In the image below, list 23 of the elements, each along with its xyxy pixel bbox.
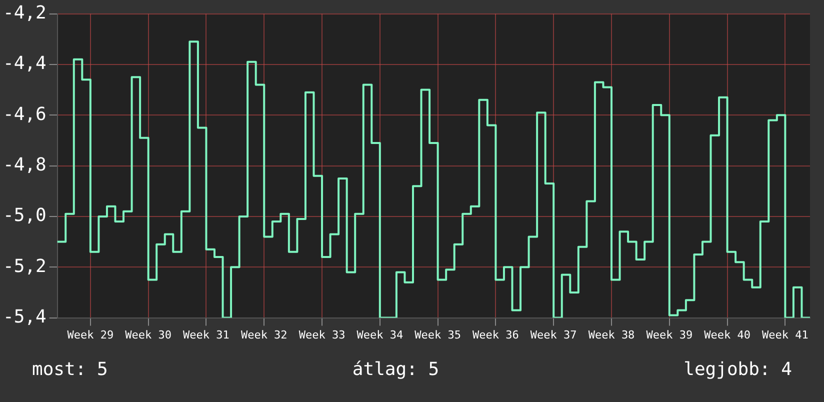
x-tick-label: Week 38 [588,328,635,342]
x-tick-label: Week 29 [67,328,114,342]
y-tick-label: -5,0 [2,205,46,226]
x-tick-label: Week 37 [530,328,577,342]
x-tick-label: Week 34 [356,328,404,342]
x-tick-label: Week 32 [240,328,288,342]
text: legjobb: 4 [684,359,792,380]
x-tick-label: Week 36 [472,328,519,342]
x-tick-label: Week 31 [183,328,230,342]
y-tick-label: -4,4 [2,53,46,74]
y-tick-label: -4,6 [2,104,46,125]
x-tick-label: Week 39 [646,328,693,342]
text: most: 5 [32,359,108,380]
x-tick-label: Week 35 [414,328,461,342]
y-tick-label: -5,2 [2,256,46,277]
x-tick-label: Week 40 [704,328,750,342]
x-tick-label: Week 30 [125,328,172,342]
text: átlag: 5 [352,359,440,380]
y-tick-label: -4,2 [2,2,46,24]
y-tick-label: -5,4 [2,306,46,328]
x-tick-label: Week 41 [762,328,808,342]
x-tick-label: Week 33 [298,328,346,342]
y-tick-label: -4,8 [2,154,46,176]
